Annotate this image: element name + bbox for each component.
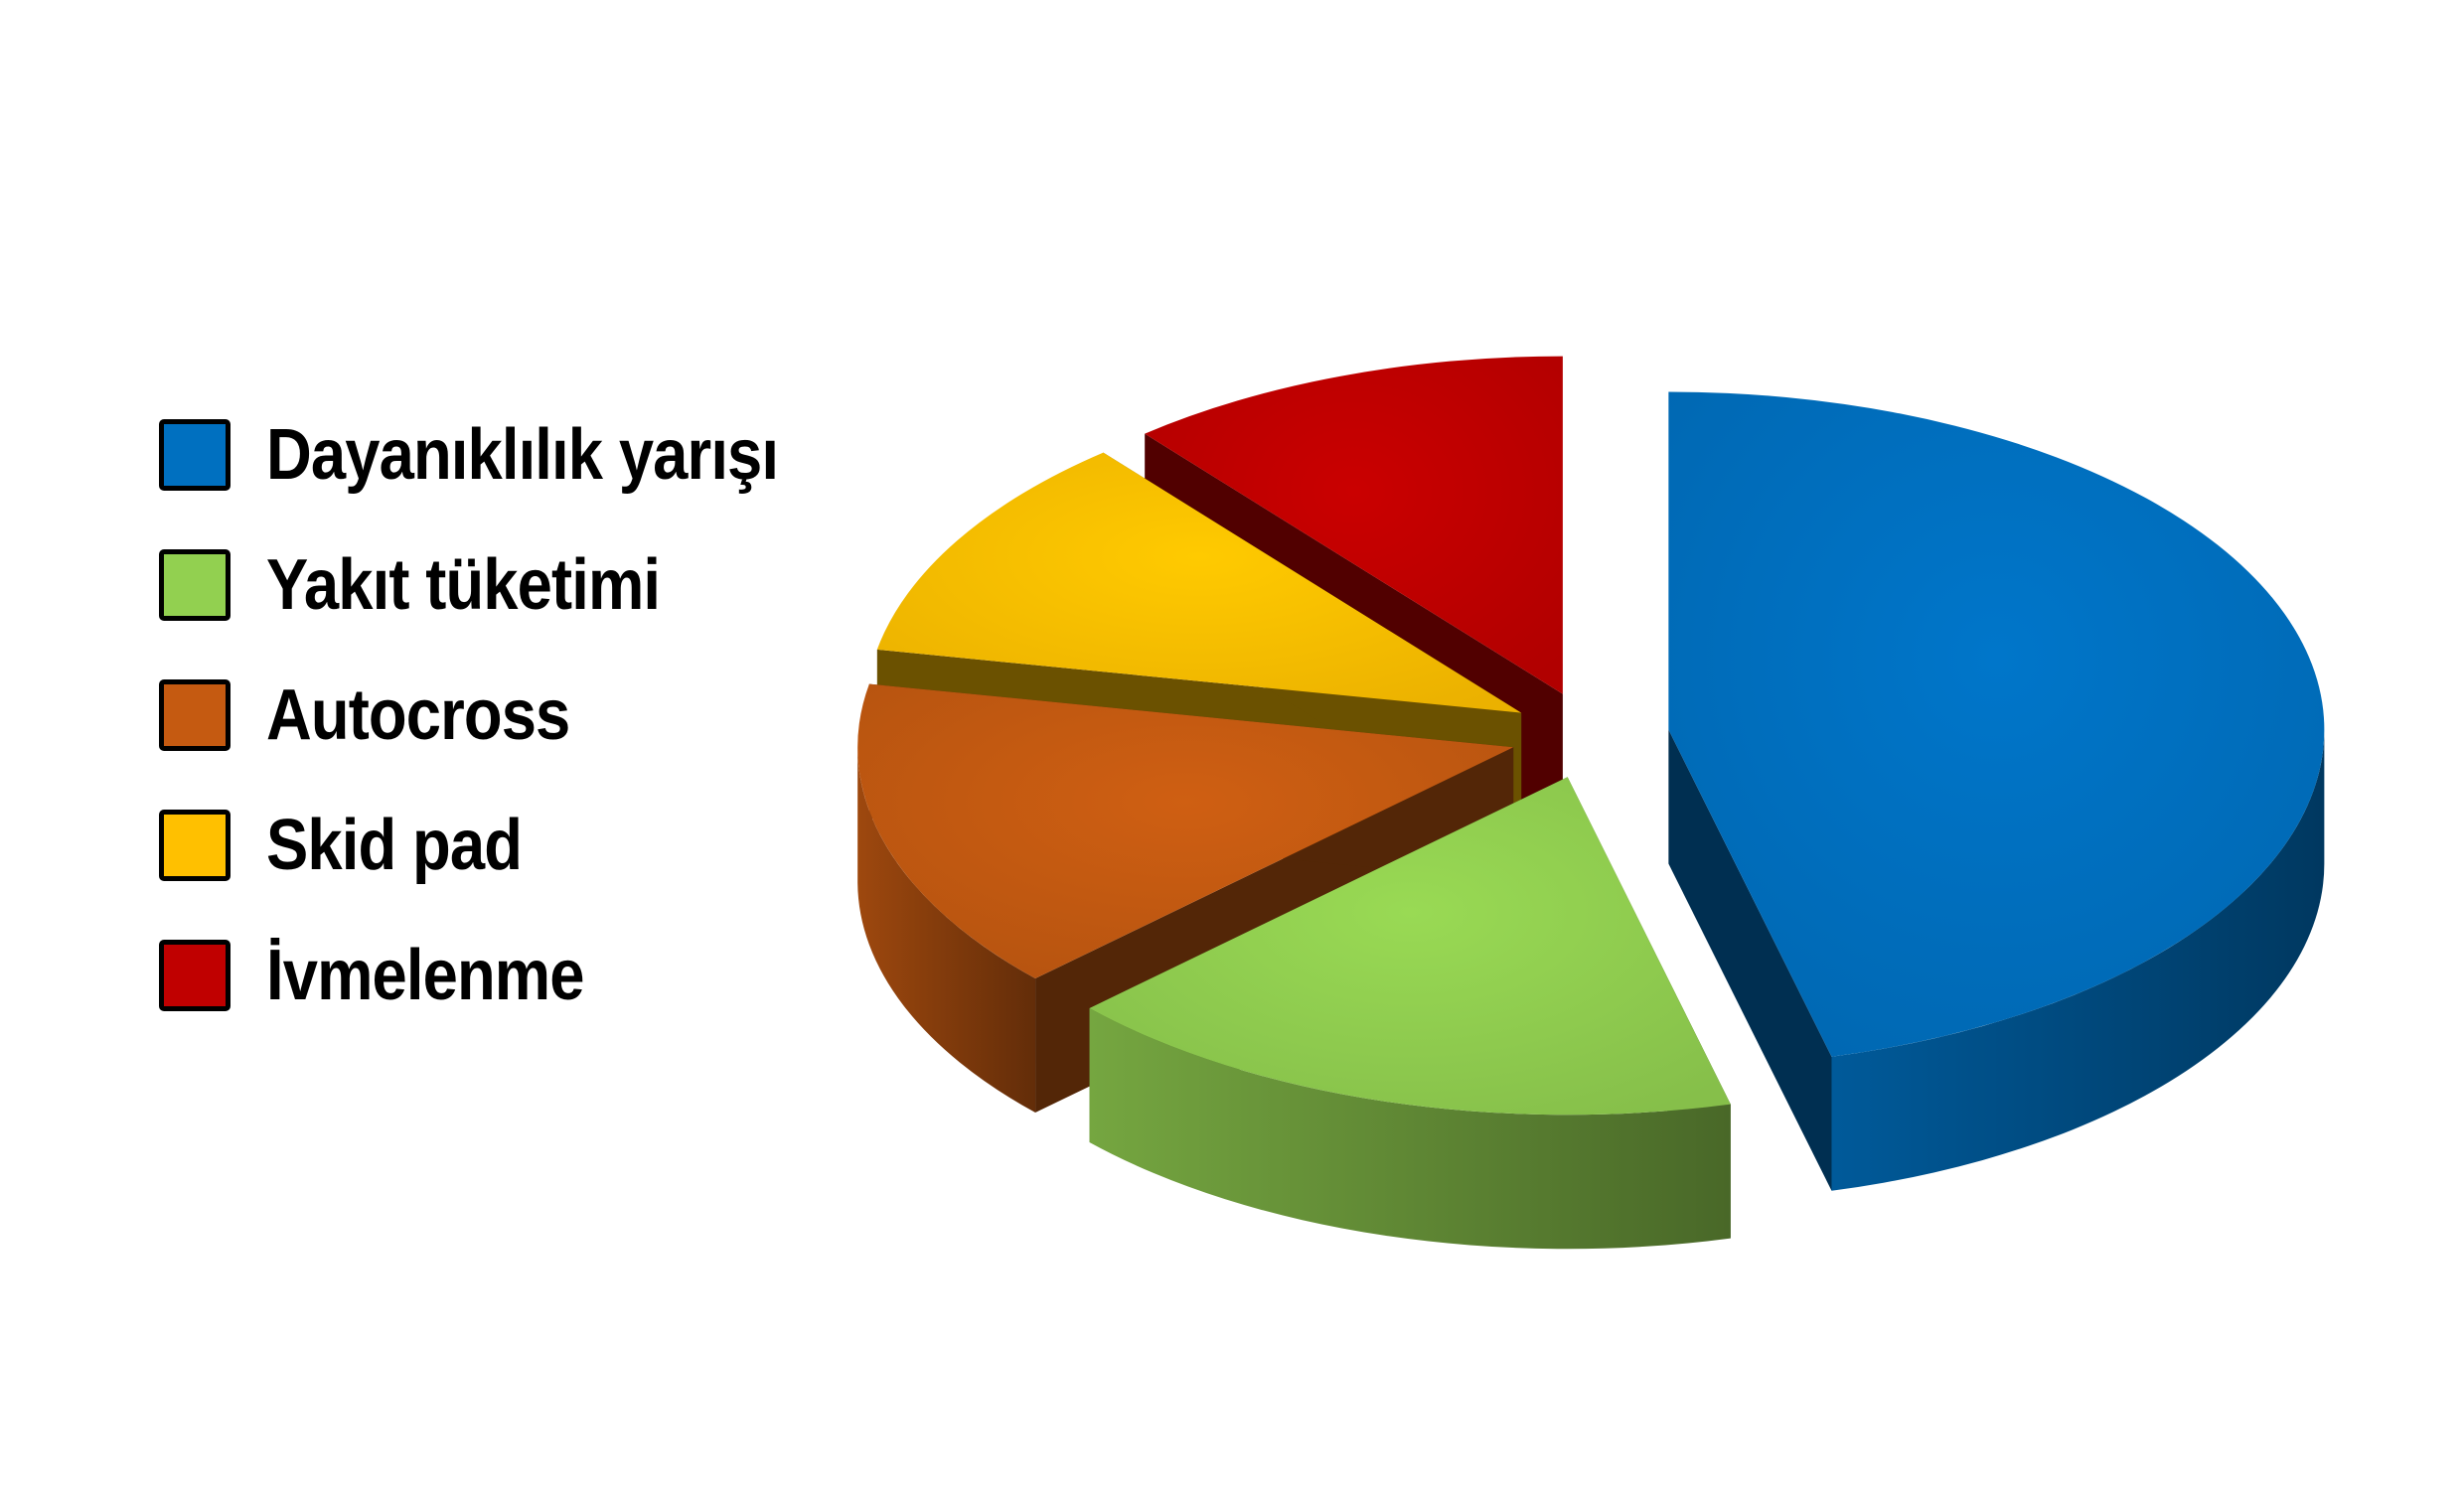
legend-label-0: Dayanıklılık yarışı xyxy=(266,414,779,495)
pie-slice-1-top xyxy=(1089,777,1731,1116)
legend-swatch-2 xyxy=(159,678,231,751)
legend-item-0: Dayanıklılık yarışı xyxy=(159,389,847,520)
pie-slice-0 xyxy=(1668,391,2325,1191)
pie-slice-0-side-0 xyxy=(1831,729,2325,1191)
pie-slice-0-cut-1 xyxy=(1668,729,1832,1191)
legend-label-2: Autocross xyxy=(266,674,570,755)
legend-swatch-1 xyxy=(159,548,231,621)
pie-slice-2-top xyxy=(857,683,1514,979)
legend-item-2: Autocross xyxy=(159,650,847,780)
legend-label-3: Skid pad xyxy=(266,805,523,885)
legend-label-1: Yakıt tüketimi xyxy=(266,544,661,625)
pie-slice-1-side-0 xyxy=(1089,1007,1731,1250)
legend-swatch-3 xyxy=(159,809,231,881)
legend-label-4: İvmelenme xyxy=(266,935,584,1015)
pie-slice-0-top xyxy=(1668,391,2325,1057)
pie-slice-2-side-0 xyxy=(857,747,1036,1114)
legend-swatch-0 xyxy=(159,418,231,491)
pie-slice-4-top xyxy=(1145,356,1563,694)
legend-swatch-4 xyxy=(159,939,231,1011)
legend-item-4: İvmelenme xyxy=(159,910,847,1040)
pie-slice-3-top xyxy=(876,452,1522,713)
pie-slice-1 xyxy=(1089,777,1731,1250)
legend-item-1: Yakıt tüketimi xyxy=(159,520,847,650)
legend-item-3: Skid pad xyxy=(159,780,847,910)
legend: Dayanıklılık yarışı Yakıt tüketimi Autoc… xyxy=(159,389,847,1040)
